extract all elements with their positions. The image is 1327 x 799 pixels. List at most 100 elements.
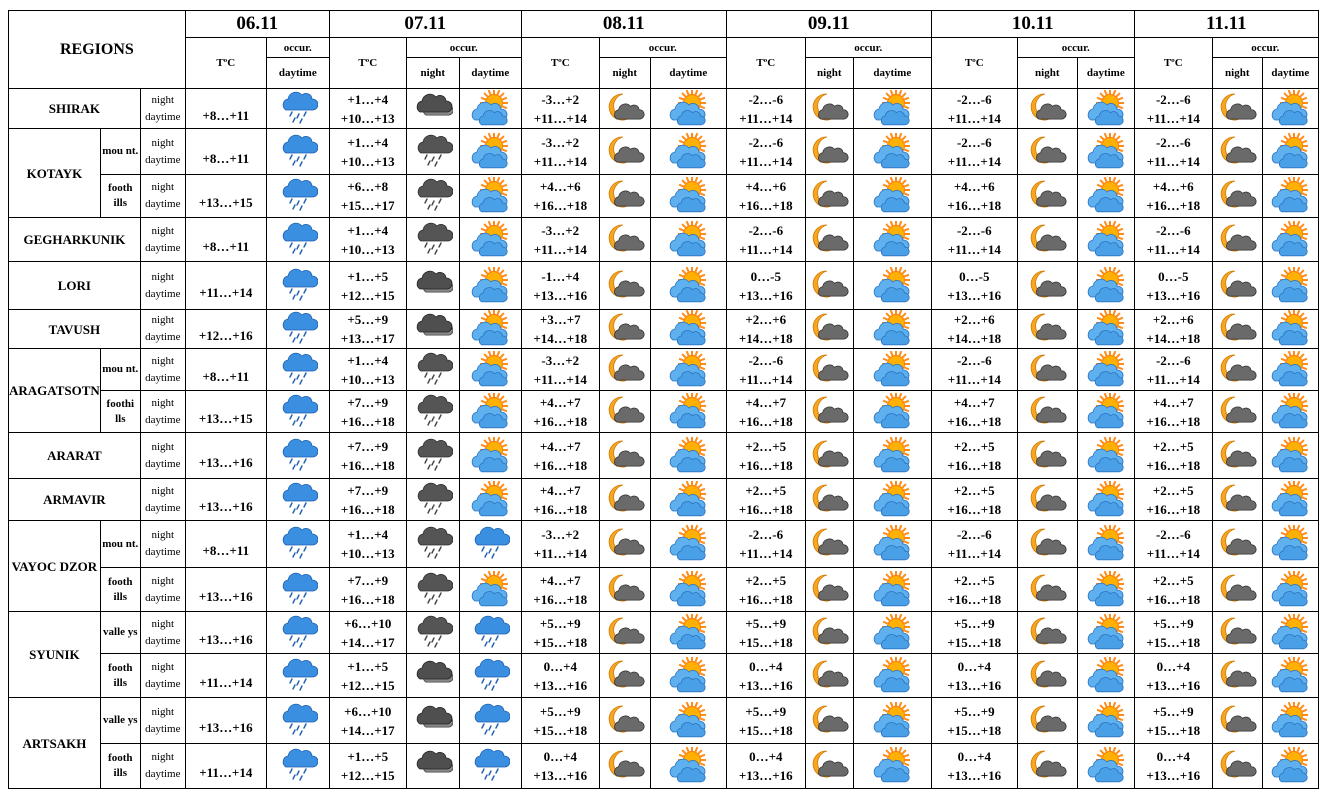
sun-cloud-icon [874, 747, 911, 783]
occurrence-night [804, 611, 854, 654]
occurrence-daytime [458, 261, 522, 310]
subregion-label: mou nt. [99, 128, 141, 175]
temp-range: +4…+6 +16…+18 [930, 174, 1018, 218]
temp-range: +5…+9 +15…+18 [930, 697, 1018, 744]
sun-cloud-icon [1087, 570, 1124, 606]
sun-cloud-icon [1087, 436, 1124, 472]
sun-cloud-icon [1272, 350, 1309, 386]
occurrence-daytime [1076, 697, 1135, 744]
occurrence-daytime [852, 432, 932, 479]
sun-cloud-icon [670, 525, 707, 561]
sun-cloud-icon [1087, 220, 1124, 256]
table-row: KOTAYK mou nt. night daytime +8…+11 +1…+4 +10…… [8, 128, 1319, 218]
sun-cloud-icon [670, 436, 707, 472]
occurrence-daytime [1076, 743, 1135, 789]
temp-range: +2…+6 +14…+18 [1133, 309, 1213, 349]
temp-range: -2…-6 +11…+14 [930, 217, 1018, 262]
temp-range: +1…+5 +12…+15 [328, 653, 407, 698]
table-row: ARMAVIR night daytime +13…+16 +7…+9 +16…+18 +4… [8, 478, 1319, 521]
temp-range: +2…+5 +16…+18 [725, 567, 806, 612]
occurrence-daytime [1076, 520, 1135, 568]
night-header: night [804, 57, 854, 89]
temp-range: -2…-6 +11…+14 [725, 217, 806, 262]
temp-header: TºC [184, 37, 267, 89]
temp-range: +2…+5 +16…+18 [725, 432, 806, 479]
temp-header: TºC [930, 37, 1018, 89]
moon-cloud-icon [608, 440, 645, 467]
occurrence-daytime [1261, 348, 1319, 391]
temp-range: -2…-6 +11…+14 [930, 520, 1018, 568]
period-labels: night daytime [139, 390, 186, 433]
occurrence-daytime [649, 217, 727, 262]
table-row: footh ills night daytime +11…+14 +1…+5 +12…+1… [9, 653, 1319, 698]
occurrence-day1 [265, 432, 330, 479]
occurrence-daytime [458, 697, 522, 744]
rain-cloud-icon [282, 703, 318, 736]
period-labels: night daytime [139, 743, 186, 789]
temp-range: +4…+7 +16…+18 [520, 390, 600, 433]
occurrence-daytime [852, 743, 932, 789]
temp-range: +4…+7 +16…+18 [520, 478, 600, 521]
occurrence-night [1016, 697, 1078, 744]
temp-range: 0…+4 +13…+16 [1133, 653, 1213, 698]
occurrence-daytime [458, 174, 522, 218]
temp-range: 0…+4 +13…+16 [725, 653, 806, 698]
temp-range: 0…-5 +13…+16 [1133, 261, 1213, 310]
table-row: SHIRAK night daytime +8…+11 +1…+4 +10…+13 -3…+… [8, 88, 1319, 129]
temp-range: -2…-6 +11…+14 [725, 348, 806, 391]
occurrence-day1 [265, 309, 330, 349]
period-labels: night daytime [139, 432, 186, 479]
period-labels: night daytime [139, 520, 186, 568]
sun-cloud-icon [472, 177, 509, 213]
region-name: ARARAT [8, 432, 141, 479]
temp-range: +4…+7 +16…+18 [1133, 390, 1213, 433]
temp-range: 0…+4 +13…+16 [930, 743, 1018, 789]
occurrence-daytime [649, 174, 727, 218]
moon-cloud-icon [813, 440, 849, 467]
subregion-label: footh ills [99, 743, 141, 789]
occurrence-daytime [649, 611, 727, 654]
moon-cloud-icon [1221, 270, 1257, 297]
moon-cloud-icon [608, 574, 645, 601]
occurrence-daytime [649, 390, 727, 433]
temp-day1: +13…+15 [184, 174, 267, 218]
temp-day1: +13…+16 [184, 567, 267, 612]
occurrence-night [1016, 520, 1078, 568]
temp-header: TºC [1133, 37, 1213, 89]
moon-cloud-icon [1221, 528, 1257, 556]
temp-header: TºC [725, 37, 806, 89]
occurrence-daytime [649, 432, 727, 479]
occurrence-daytime [1261, 432, 1319, 479]
table-row: footh ills night daytime +13…+16 +7…+9 +16…+1… [9, 567, 1319, 612]
sun-cloud-icon [472, 436, 509, 472]
occurrence-daytime [1076, 611, 1135, 654]
temp-range: -3…+2 +11…+14 [520, 348, 600, 391]
moon-cloud-icon [1031, 313, 1067, 341]
subregion-label: valle ys [99, 611, 141, 654]
occurrence-day1 [265, 697, 330, 744]
period-labels: night daytime [139, 653, 186, 698]
occurrence-night [405, 478, 460, 521]
temp-range: -2…-6 +11…+14 [930, 348, 1018, 391]
moon-cloud-icon [1031, 528, 1067, 556]
occurrence-daytime [852, 128, 932, 175]
occurrence-night [1211, 309, 1263, 349]
moon-cloud-icon [813, 354, 849, 381]
moon-cloud-icon [608, 93, 645, 120]
period-labels: night daytime [139, 348, 186, 391]
temp-range: +1…+4 +10…+13 [328, 128, 407, 175]
sun-cloud-icon [1272, 220, 1309, 256]
daytime-header: daytime [265, 57, 330, 89]
rain-cloud-icon [475, 615, 511, 648]
subregion-label: mou nt. [99, 348, 141, 391]
date-header: 07.11 [328, 10, 522, 38]
occurrence-night [804, 348, 854, 391]
occurrence-day1 [265, 478, 330, 521]
occurrence-daytime [649, 567, 727, 612]
rain-cloud-icon [475, 748, 511, 781]
occurrence-day1 [265, 348, 330, 391]
occurrence-day1 [265, 261, 330, 310]
sun-cloud-icon [670, 480, 707, 516]
sun-cloud-icon [1087, 177, 1124, 213]
occurrence-daytime [1261, 567, 1319, 612]
